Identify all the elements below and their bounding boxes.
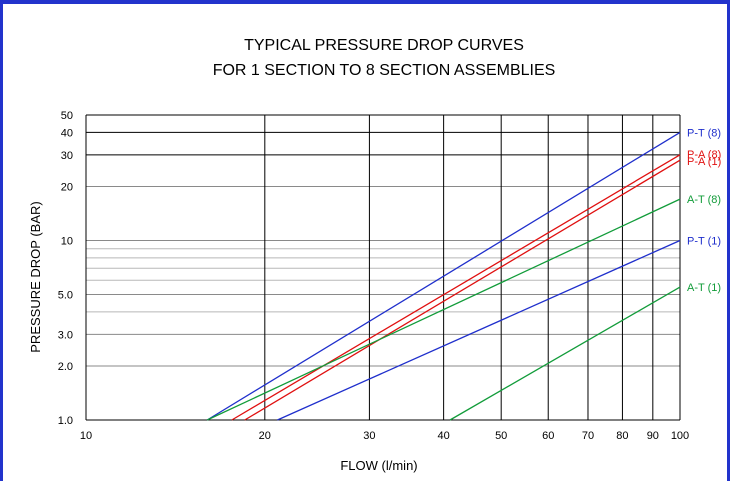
x-tick-label: 20 bbox=[259, 430, 271, 442]
series-label: P-T (8) bbox=[687, 127, 721, 139]
series-label: A-T (8) bbox=[687, 194, 721, 206]
series-label: P-A (8) bbox=[687, 149, 721, 161]
y-axis-label: PRESSURE DROP (BAR) bbox=[28, 201, 43, 352]
x-axis-label: FLOW (l/min) bbox=[340, 458, 417, 473]
x-tick-label: 60 bbox=[542, 430, 554, 442]
y-tick-label: 5.0 bbox=[58, 290, 73, 302]
series-line-4 bbox=[206, 198, 681, 421]
series-label: A-T (1) bbox=[687, 282, 721, 294]
x-tick-label: 70 bbox=[582, 430, 594, 442]
series-line-5 bbox=[277, 239, 681, 421]
series-line-1 bbox=[206, 131, 681, 421]
x-tick-label: 90 bbox=[647, 430, 659, 442]
chart-title-line-1: TYPICAL PRESSURE DROP CURVES bbox=[244, 37, 524, 54]
x-tick-label: 80 bbox=[616, 430, 628, 442]
y-tick-label: 20 bbox=[61, 181, 73, 193]
series-line-3 bbox=[244, 159, 681, 421]
x-tick-label: 30 bbox=[363, 430, 375, 442]
series-label: P-A (1) bbox=[687, 156, 721, 168]
y-tick-label: 50 bbox=[61, 110, 73, 122]
x-tick-label: 10 bbox=[80, 430, 92, 442]
y-tick-label: 10 bbox=[61, 235, 73, 247]
y-tick-label: 3.0 bbox=[58, 329, 73, 341]
x-tick-label: 100 bbox=[671, 430, 689, 442]
y-tick-label: 40 bbox=[61, 127, 73, 139]
chart-title-line-2: FOR 1 SECTION TO 8 SECTION ASSEMBLIES bbox=[213, 62, 556, 79]
series-line-2 bbox=[231, 154, 681, 421]
x-tick-label: 50 bbox=[495, 430, 507, 442]
y-tick-label: 1.0 bbox=[58, 415, 73, 427]
x-tick-label: 40 bbox=[437, 430, 449, 442]
series-line-6 bbox=[449, 286, 681, 421]
y-tick-label: 30 bbox=[61, 150, 73, 162]
series-label: P-T (1) bbox=[687, 235, 721, 247]
y-tick-label: 2.0 bbox=[58, 361, 73, 373]
